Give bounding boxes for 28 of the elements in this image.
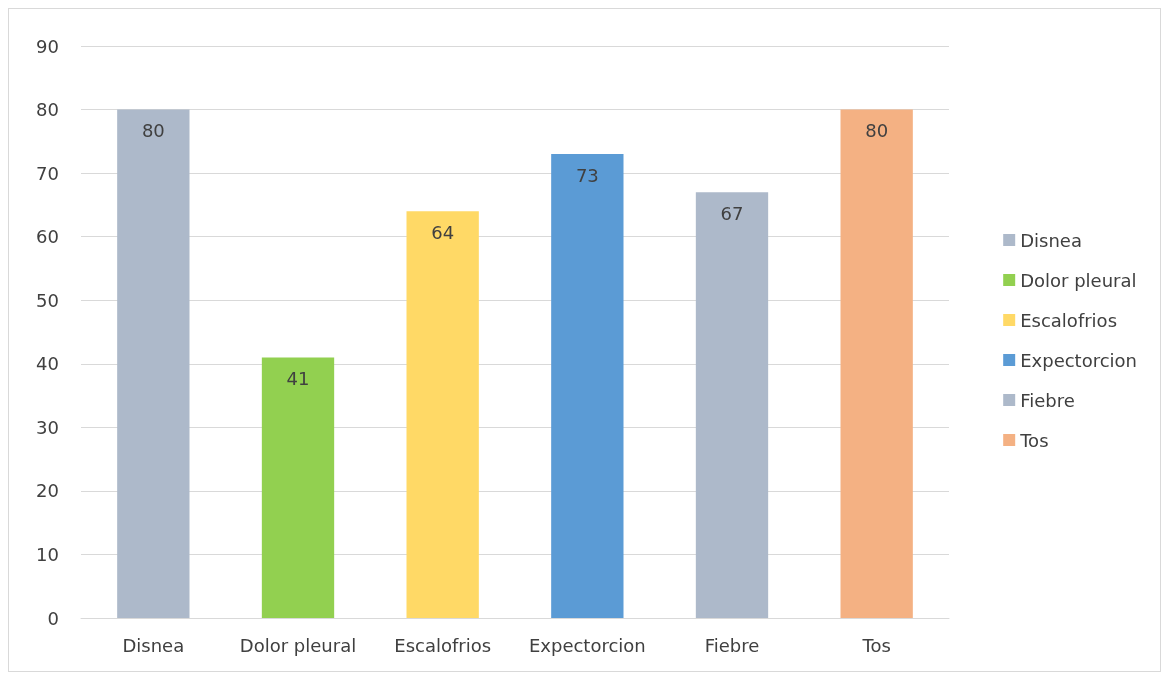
data-label: 80 <box>141 120 165 142</box>
data-label: 67 <box>720 202 744 224</box>
x-tick-label: Escalofrios <box>394 634 492 656</box>
y-tick-label: 70 <box>36 162 59 184</box>
y-tick-label: 30 <box>36 416 59 438</box>
legend-label: Fiebre <box>1020 389 1075 411</box>
x-tick-label: Disnea <box>122 634 185 656</box>
y-tick-label: 40 <box>36 353 59 375</box>
data-label: 64 <box>431 221 455 243</box>
data-label: 80 <box>865 120 889 142</box>
legend-label: Dolor pleural <box>1020 269 1137 291</box>
data-label: 41 <box>286 367 310 389</box>
y-tick-label: 90 <box>36 35 59 57</box>
y-tick-label: 0 <box>47 607 59 629</box>
x-tick-label: Fiebre <box>704 634 760 656</box>
y-tick-label: 80 <box>36 99 59 121</box>
y-tick-label: 60 <box>36 226 59 248</box>
data-label: 73 <box>575 164 599 186</box>
legend-label: Expectorcion <box>1020 349 1138 371</box>
y-tick-label: 20 <box>36 480 59 502</box>
legend-label: Disnea <box>1020 229 1082 251</box>
x-tick-label: Dolor pleural <box>239 634 357 656</box>
legend-label: Escalofrios <box>1020 309 1118 331</box>
y-tick-label: 50 <box>36 289 59 311</box>
legend-label: Tos <box>1019 429 1049 451</box>
y-tick-label: 10 <box>36 543 59 565</box>
x-tick-label: Expectorcion <box>528 634 646 656</box>
x-tick-label: Tos <box>861 634 891 656</box>
